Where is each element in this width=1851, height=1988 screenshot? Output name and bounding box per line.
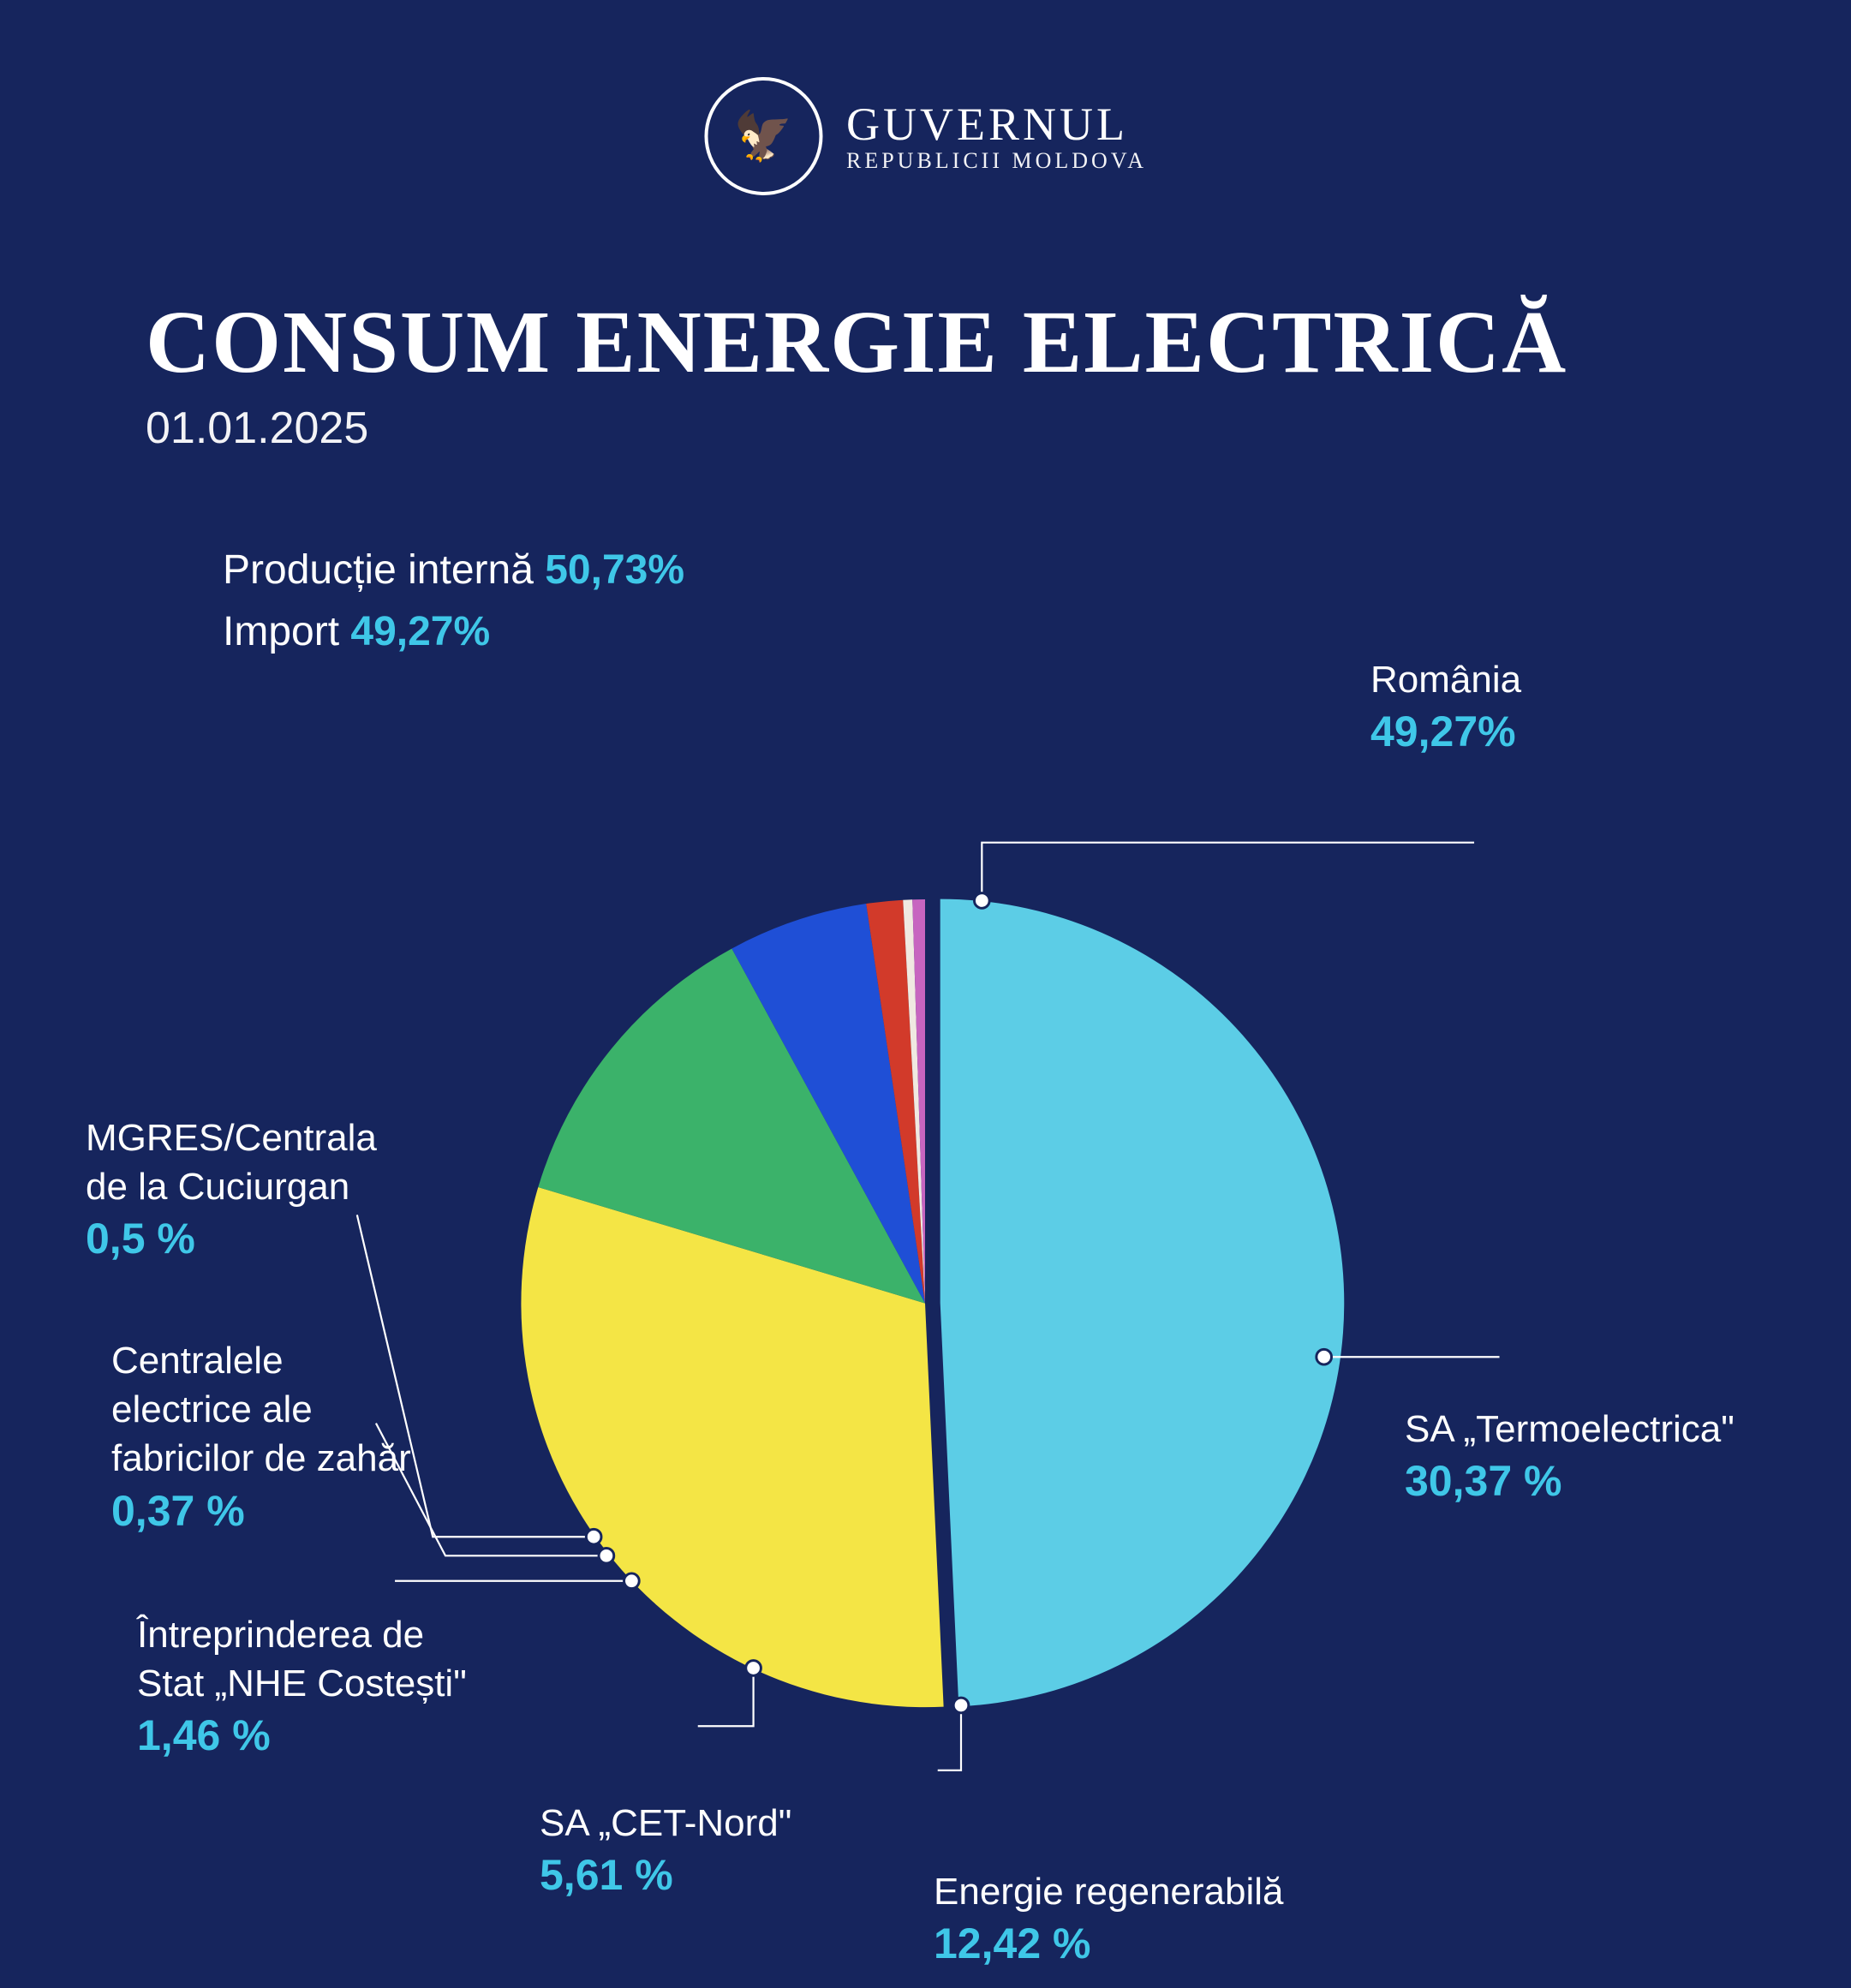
leader-dot-icon [599, 1548, 614, 1563]
slice-label-text: Energie regenerabilă [934, 1867, 1284, 1916]
summary-internal-label: Producție internă [223, 547, 534, 593]
slice-label-pct: 0,5 % [86, 1211, 377, 1267]
slice-label: MGRES/Centrala de la Cuciurgan0,5 % [86, 1113, 377, 1267]
emblem-icon: 🦅 [733, 112, 793, 160]
pie-chart [325, 719, 1525, 1919]
leader-dot-icon [624, 1573, 640, 1589]
leader-line [938, 1698, 969, 1770]
summary-internal-value: 50,73% [545, 547, 684, 593]
slice-label-pct: 5,61 % [540, 1848, 791, 1903]
slice-label: Energie regenerabilă12,42 % [934, 1867, 1284, 1972]
summary-row-import: Import 49,27% [223, 601, 684, 663]
page-date: 01.01.2025 [146, 403, 368, 454]
summary-import-value: 49,27% [350, 609, 490, 654]
slice-label: România49,27% [1370, 655, 1521, 760]
slice-label-pct: 49,27% [1370, 704, 1521, 760]
slice-label-pct: 12,42 % [934, 1916, 1284, 1972]
slice-label-pct: 30,37 % [1405, 1454, 1735, 1509]
gov-line1: GUVERNUL [846, 100, 1147, 149]
leader-line [974, 843, 1474, 909]
slice-label-pct: 0,37 % [111, 1484, 411, 1539]
infographic-page: 🦅 GUVERNUL REPUBLICII MOLDOVA CONSUM ENE… [0, 0, 1851, 1988]
gov-emblem: 🦅 [704, 77, 822, 195]
page-title: CONSUM ENERGIE ELECTRICĂ [146, 291, 1567, 393]
slice-label-text: Întreprinderea de Stat „NHE Costești" [137, 1610, 467, 1708]
summary-import-label: Import [223, 609, 339, 654]
leader-dot-icon [1317, 1349, 1332, 1364]
leader-dot-icon [746, 1661, 761, 1676]
leader-dot-icon [974, 893, 989, 909]
slice-label: SA „Termoelectrica"30,37 % [1405, 1405, 1735, 1509]
leader-dot-icon [953, 1698, 969, 1713]
slice-label: Centralele electrice ale fabricilor de z… [111, 1336, 411, 1539]
gov-line2: REPUBLICII MOLDOVA [846, 149, 1147, 172]
gov-text: GUVERNUL REPUBLICII MOLDOVA [846, 100, 1147, 172]
summary-block: Producție internă 50,73% Import 49,27% [223, 540, 684, 663]
slice-label-text: SA „Termoelectrica" [1405, 1405, 1735, 1454]
pie-slice [940, 899, 1345, 1707]
leader-line [395, 1573, 639, 1589]
leader-line [698, 1661, 761, 1727]
slice-label-text: România [1370, 655, 1521, 704]
slice-label: Întreprinderea de Stat „NHE Costești"1,4… [137, 1610, 467, 1764]
leader-dot-icon [586, 1529, 601, 1544]
slice-label-text: MGRES/Centrala de la Cuciurgan [86, 1113, 377, 1211]
leader-line [1317, 1349, 1500, 1364]
summary-row-internal: Producție internă 50,73% [223, 540, 684, 601]
slice-label-pct: 1,46 % [137, 1708, 467, 1764]
slice-label-text: Centralele electrice ale fabricilor de z… [111, 1336, 411, 1484]
gov-header: 🦅 GUVERNUL REPUBLICII MOLDOVA [704, 77, 1147, 195]
slice-label: SA „CET-Nord"5,61 % [540, 1799, 791, 1903]
slice-label-text: SA „CET-Nord" [540, 1799, 791, 1848]
